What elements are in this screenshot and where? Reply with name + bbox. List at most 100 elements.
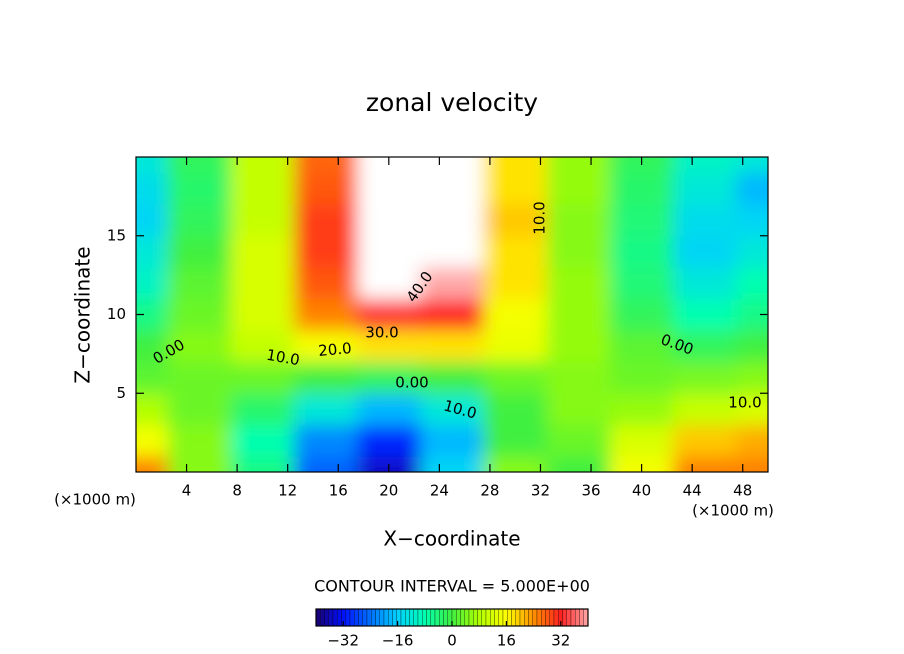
field-cell — [546, 298, 611, 331]
field-cell — [610, 424, 674, 457]
field-cell — [673, 298, 737, 331]
field-cell — [546, 424, 611, 457]
field-cell — [420, 424, 485, 457]
x-tick-label: 12 — [278, 482, 297, 500]
colorbar-swatch — [409, 608, 414, 627]
field-cell — [546, 172, 611, 205]
x-tick-label: 36 — [581, 482, 600, 500]
colorbar-swatch — [358, 608, 363, 627]
colorbar-swatch — [439, 608, 444, 627]
colorbar-swatch — [524, 608, 529, 627]
field-cell — [357, 267, 421, 300]
field-cell — [420, 298, 485, 331]
colorbar: −32 −16 0 16 32 — [315, 608, 589, 650]
colorbar-tick-label: −16 — [382, 632, 414, 650]
colorbar-swatch — [434, 608, 440, 627]
field-cell — [357, 393, 421, 426]
field-cell — [167, 204, 232, 237]
field-cell — [420, 157, 485, 174]
colorbar-swatch — [575, 608, 580, 627]
field-cell — [167, 393, 232, 426]
field-cell — [167, 235, 232, 268]
field-cell — [736, 204, 768, 237]
field-cell — [673, 424, 737, 457]
field-cell — [294, 204, 358, 237]
colorbar-swatch — [528, 608, 533, 627]
field-cell — [294, 267, 358, 300]
field-cell — [294, 172, 358, 205]
contour-label: 10.0 — [728, 394, 761, 412]
field-cell — [420, 330, 485, 363]
colorbar-swatch — [519, 608, 525, 627]
colorbar-swatch — [405, 608, 410, 627]
field-cell — [483, 330, 548, 363]
x-tick-label: 8 — [232, 482, 242, 500]
contour-label: 10.0 — [265, 346, 301, 370]
field-cell — [357, 330, 421, 363]
field-cell — [136, 204, 169, 237]
field-cell — [357, 157, 421, 174]
colorbar-swatch — [345, 608, 351, 627]
field-cell — [357, 424, 421, 457]
contour-label: 0.00 — [395, 374, 428, 392]
colorbar-swatch — [388, 608, 393, 627]
field-cell — [420, 172, 485, 205]
colorbar-swatch — [354, 608, 359, 627]
field-cell — [136, 267, 169, 300]
field-cell — [610, 235, 674, 268]
field-cell — [230, 157, 295, 174]
colorbar-swatch — [477, 608, 482, 627]
colorbar-swatch — [490, 608, 495, 627]
field-cell — [610, 267, 674, 300]
colorbar-swatch — [426, 608, 431, 627]
field-cell — [610, 204, 674, 237]
colorbar-swatch — [371, 608, 376, 627]
y-tick-label: 10 — [107, 305, 126, 323]
contour-label: 30.0 — [365, 324, 398, 342]
field-cell — [483, 424, 548, 457]
field-cell — [136, 361, 169, 394]
field-cell — [167, 456, 232, 472]
field-cell — [483, 393, 548, 426]
field-cell — [736, 361, 768, 394]
x-tick-label: 44 — [683, 482, 702, 500]
x-unit: (×1000 m) — [692, 502, 774, 520]
field-cell — [483, 361, 548, 394]
colorbar-swatch — [460, 608, 465, 627]
field-cell — [420, 235, 485, 268]
field-cell — [483, 172, 548, 205]
field-cell — [294, 330, 358, 363]
colorbar-swatch — [324, 608, 329, 627]
colorbar-swatch — [515, 608, 521, 627]
field-cell — [736, 330, 768, 363]
colorbar-swatch — [570, 608, 576, 627]
colorbar-swatch — [468, 608, 474, 627]
colorbar-swatch — [456, 608, 461, 627]
field-cell — [736, 456, 768, 472]
colorbar-swatch — [494, 608, 499, 627]
field-cell — [167, 361, 232, 394]
field-cell — [420, 393, 485, 426]
y-unit: (×1000 m) — [54, 491, 136, 509]
field-cell — [546, 204, 611, 237]
colorbar-swatch — [362, 608, 368, 627]
colorbar-swatch — [443, 608, 448, 627]
colorbar-swatch — [400, 608, 406, 627]
colorbar-swatch — [451, 608, 457, 627]
chart-title: zonal velocity — [366, 88, 538, 117]
field-cell — [673, 204, 737, 237]
field-cell — [167, 330, 232, 363]
field-cell — [230, 393, 295, 426]
plot-area — [136, 157, 768, 472]
colorbar-swatch — [315, 608, 321, 627]
field-cell — [736, 172, 768, 205]
colorbar-swatch — [473, 608, 478, 627]
field-cell — [546, 157, 611, 174]
field-cell — [294, 393, 358, 426]
field-cell — [357, 172, 421, 205]
colorbar-swatch — [430, 608, 436, 627]
colorbar-swatch — [366, 608, 372, 627]
field-cell — [230, 456, 295, 472]
field-cell — [483, 204, 548, 237]
field-cell — [420, 361, 485, 394]
